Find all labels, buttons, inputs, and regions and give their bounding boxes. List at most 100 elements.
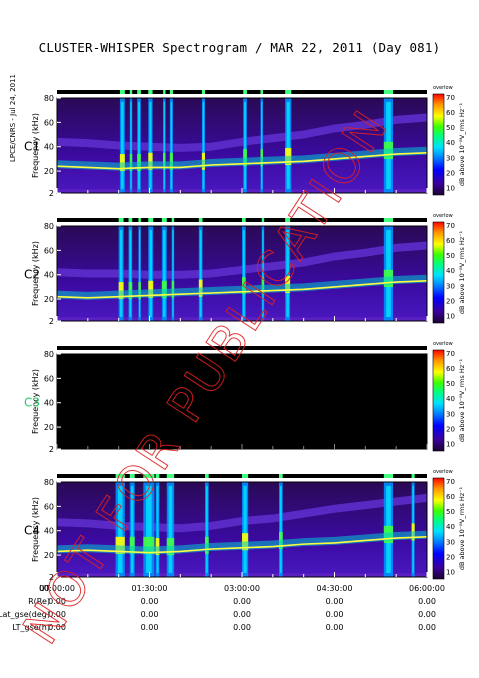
y-axis-label: Frequency (kHz) bbox=[31, 241, 40, 306]
coverage-mark bbox=[201, 90, 205, 94]
y-tick-label: 2 bbox=[49, 317, 54, 326]
y-tick-label: 2 bbox=[49, 189, 54, 198]
y-tick-label: 60 bbox=[44, 118, 54, 127]
burst-intense bbox=[115, 536, 125, 554]
orbit-value: 0.00 bbox=[48, 623, 66, 632]
burst-intense bbox=[148, 152, 153, 170]
orbit-value: 0.00 bbox=[233, 623, 251, 632]
colorbar-tick-label: 50 bbox=[446, 124, 455, 132]
coverage-mark bbox=[205, 474, 209, 478]
burst-intense bbox=[143, 536, 155, 554]
y-tick-label: 40 bbox=[44, 399, 54, 408]
coverage-mark bbox=[115, 474, 125, 478]
colorbar-tick-label: 40 bbox=[446, 395, 455, 403]
y-tick-label: 60 bbox=[44, 502, 54, 511]
burst-core bbox=[146, 486, 152, 573]
orbit-value: 0.00 bbox=[233, 610, 251, 619]
x-tick-label: 01:30:00 bbox=[132, 584, 168, 593]
colorbar-tick-label: 10 bbox=[446, 184, 455, 192]
colorbar-tick-label: 40 bbox=[446, 523, 455, 531]
burst-core bbox=[286, 102, 290, 189]
panel-label: C1 bbox=[24, 140, 40, 154]
burst-core bbox=[205, 486, 208, 573]
orbit-value: 0.00 bbox=[233, 597, 251, 606]
colorbar-tick-label: 50 bbox=[446, 252, 455, 260]
coverage-mark bbox=[148, 90, 153, 94]
colorbar-tag: overlow bbox=[433, 213, 453, 219]
y-tick-label: 20 bbox=[44, 295, 54, 304]
coverage-bar bbox=[57, 90, 427, 94]
coverage-mark bbox=[242, 218, 246, 222]
panel-label: C3 bbox=[24, 396, 40, 410]
colorbar-tag: overlow bbox=[433, 341, 453, 347]
plasma-frequency-line bbox=[56, 280, 428, 299]
colorbar-tick-label: 30 bbox=[446, 410, 455, 418]
colorbar-tick-label: 20 bbox=[446, 297, 455, 305]
y-tick-label: 80 bbox=[44, 222, 54, 231]
colorbar-tick-label: 10 bbox=[446, 568, 455, 576]
colorbar-label: dB above 10⁻⁸V_rms Hz⁻¹ bbox=[458, 102, 466, 186]
burst-core bbox=[138, 102, 140, 189]
burst-core bbox=[244, 102, 247, 189]
burst-core bbox=[139, 230, 141, 317]
burst-core bbox=[119, 230, 123, 317]
coverage-mark bbox=[261, 218, 265, 222]
x-tick-label: 04:30:00 bbox=[317, 584, 353, 593]
colorbar bbox=[432, 477, 445, 580]
orbit-value: 0.00 bbox=[141, 597, 159, 606]
coverage-mark bbox=[118, 218, 124, 222]
panel-c3: 2 20 40 60 80 Frequency (kHz)C3 overlow 10 20 30 4… bbox=[24, 341, 466, 454]
burst-intense bbox=[169, 152, 173, 170]
colorbar bbox=[432, 221, 445, 324]
coverage-mark bbox=[260, 90, 263, 94]
burst-core bbox=[149, 230, 152, 317]
coverage-mark bbox=[129, 90, 133, 94]
y-tick-label: 60 bbox=[44, 246, 54, 255]
y-tick-label: 80 bbox=[44, 350, 54, 359]
colorbar-label: dB above 10⁻⁸V_rms Hz⁻¹ bbox=[458, 486, 466, 570]
burst-core bbox=[286, 230, 289, 317]
burst-core bbox=[156, 486, 159, 573]
colorbar-tick-label: 60 bbox=[446, 365, 455, 373]
coverage-mark bbox=[137, 90, 141, 94]
burst-core bbox=[168, 486, 173, 573]
colorbar-tick-label: 10 bbox=[446, 312, 455, 320]
burst-core bbox=[129, 230, 132, 317]
coverage-mark bbox=[383, 90, 394, 94]
burst-core bbox=[170, 102, 173, 189]
orbit-value: 0.00 bbox=[418, 610, 436, 619]
colorbar-tick-label: 30 bbox=[446, 538, 455, 546]
colorbar-tick-label: 60 bbox=[446, 109, 455, 117]
burst-core bbox=[117, 486, 123, 573]
colorbar-tick-label: 70 bbox=[446, 478, 455, 486]
colorbar bbox=[432, 93, 445, 196]
coverage-mark bbox=[143, 474, 155, 478]
chart-title: CLUSTER-WHISPER Spectrogram / MAR 22, 20… bbox=[38, 40, 441, 55]
plasma-emission-region bbox=[57, 146, 427, 171]
y-tick-label: 80 bbox=[44, 478, 54, 487]
orbit-value: 0.00 bbox=[326, 610, 344, 619]
coverage-mark bbox=[198, 218, 203, 222]
orbit-value: 0.00 bbox=[418, 597, 436, 606]
coverage-mark bbox=[242, 474, 249, 478]
burst-core bbox=[242, 230, 245, 317]
orbit-row-label: LT_gse(h) bbox=[12, 623, 50, 632]
panel-label: C4 bbox=[24, 524, 40, 538]
colorbar-tick-label: 70 bbox=[446, 222, 455, 230]
colorbar-tick-label: 70 bbox=[446, 350, 455, 358]
y-tick-label: 80 bbox=[44, 94, 54, 103]
orbit-value: 0.00 bbox=[326, 597, 344, 606]
orbit-row-label: R(Re) bbox=[28, 597, 50, 606]
coverage-mark bbox=[155, 474, 160, 478]
colorbar-tick-label: 20 bbox=[446, 169, 455, 177]
colorbar-tick-label: 20 bbox=[446, 425, 455, 433]
coverage-mark bbox=[169, 90, 173, 94]
colorbar-tick-label: 30 bbox=[446, 154, 455, 162]
burst-core bbox=[279, 486, 282, 573]
burst-core bbox=[131, 486, 134, 573]
plot-area bbox=[57, 354, 427, 449]
orbit-value: 0.00 bbox=[141, 623, 159, 632]
colorbar-label: dB above 10⁻⁸V_rms Hz⁻¹ bbox=[458, 358, 466, 442]
coverage-bar bbox=[57, 346, 427, 350]
